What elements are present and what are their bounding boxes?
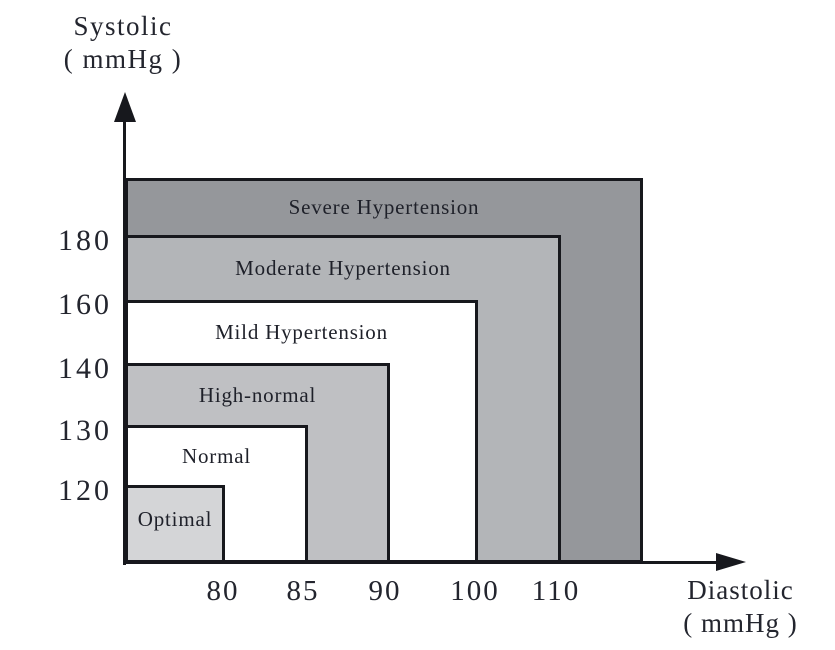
y-axis-title-line1: Systolic <box>73 11 173 41</box>
x-tick-label-90: 90 <box>368 575 402 607</box>
x-tick-label-100: 100 <box>450 575 500 607</box>
region-label-high-normal: High-normal <box>198 383 317 407</box>
x-axis-line <box>125 561 722 564</box>
y-tick-label-130: 130 <box>58 414 112 447</box>
x-axis-title-line2: ( mmHg ) <box>683 608 798 638</box>
region-label-moderate-hypertension: Moderate Hypertension <box>235 256 451 280</box>
region-label-optimal: Optimal <box>137 507 213 531</box>
y-tick-label-160: 160 <box>58 288 112 321</box>
x-tick-label-80: 80 <box>206 575 240 607</box>
region-label-mild-hypertension: Mild Hypertension <box>215 320 388 344</box>
y-axis-arrowhead-icon <box>114 92 136 122</box>
y-tick-label-120: 120 <box>58 474 112 507</box>
x-axis-title-line1: Diastolic <box>687 575 794 605</box>
region-optimal <box>125 485 225 563</box>
region-label-severe-hypertension: Severe Hypertension <box>288 195 480 219</box>
region-label-normal: Normal <box>182 444 251 468</box>
y-tick-label-180: 180 <box>58 224 112 257</box>
x-tick-label-85: 85 <box>286 575 320 607</box>
y-axis-title: Systolic ( mmHg ) <box>38 10 208 76</box>
x-tick-label-110: 110 <box>531 575 581 607</box>
x-axis-arrowhead-icon <box>716 553 746 571</box>
y-tick-label-140: 140 <box>58 352 112 385</box>
x-axis-title: Diastolic ( mmHg ) <box>658 574 823 640</box>
y-axis-title-line2: ( mmHg ) <box>63 44 183 74</box>
y-axis-line <box>123 108 126 565</box>
